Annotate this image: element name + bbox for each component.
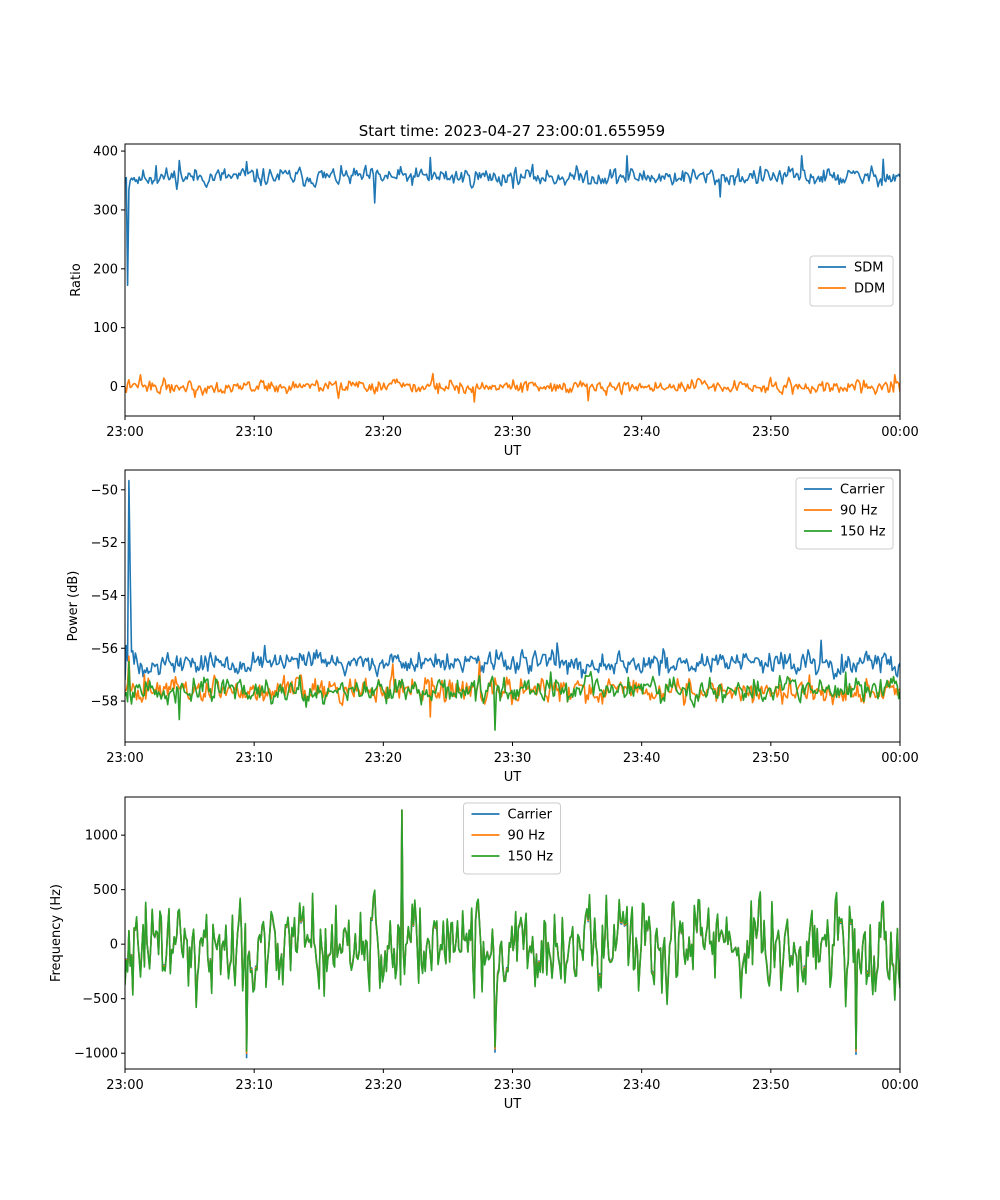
x-axis-label: UT (504, 770, 522, 785)
legend-label: 150 Hz (840, 525, 886, 540)
x-tick-label: 23:40 (623, 425, 660, 440)
legend-label: 90 Hz (508, 829, 545, 844)
series-line-ddm (125, 372, 900, 403)
x-tick-label: 23:30 (494, 425, 531, 440)
y-tick-label: 0 (110, 380, 118, 395)
y-tick-label: 100 (93, 321, 118, 336)
y-tick-label: −54 (91, 589, 118, 604)
x-tick-label: 23:50 (752, 425, 789, 440)
x-tick-label: 23:30 (494, 751, 531, 766)
y-tick-label: −52 (91, 536, 118, 551)
legend-label: SDM (854, 261, 883, 276)
x-tick-label: 23:10 (235, 1078, 272, 1093)
y-tick-label: 200 (93, 262, 118, 277)
x-tick-label: 23:00 (106, 425, 143, 440)
legend-label: 90 Hz (840, 504, 877, 519)
x-axis-label: UT (504, 444, 522, 459)
y-tick-label: −1000 (74, 1047, 118, 1062)
x-tick-label: 23:40 (623, 1078, 660, 1093)
y-axis-label: Frequency (Hz) (49, 884, 64, 982)
x-axis-label: UT (504, 1097, 522, 1112)
x-tick-label: 23:20 (365, 425, 402, 440)
legend: Carrier 90 Hz 150 Hz (463, 802, 561, 875)
legend-label: DDM (854, 282, 885, 297)
x-tick-label: 23:40 (623, 751, 660, 766)
x-tick-label: 23:30 (494, 1078, 531, 1093)
y-tick-label: 400 (93, 145, 118, 160)
y-tick-label: −500 (82, 992, 118, 1007)
x-tick-label: 23:20 (365, 751, 402, 766)
y-tick-label: −50 (91, 483, 118, 498)
x-tick-label: 23:00 (106, 751, 143, 766)
figure-title: Start time: 2023-04-27 23:00:01.655959 (359, 122, 665, 140)
x-tick-label: 23:20 (365, 1078, 402, 1093)
series-line-150-hz (125, 809, 900, 1052)
x-tick-label: 23:50 (752, 1078, 789, 1093)
y-tick-label: −56 (91, 642, 118, 657)
series-line-sdm (125, 155, 900, 287)
panel-2: 23:00 23:10 23:20 23:30 23:40 23:50 00:00 −58 −5… (66, 469, 919, 785)
panel-1: 23:00 23:10 23:20 23:30 23:40 23:50 00:00 0 100 2… (69, 143, 919, 459)
legend-label: 150 Hz (508, 850, 554, 865)
y-tick-label: 0 (110, 938, 118, 953)
legend-label: Carrier (508, 808, 553, 823)
x-tick-label: 00:00 (881, 1078, 918, 1093)
legend-label: Carrier (840, 483, 885, 498)
legend: SDM DDM (809, 255, 894, 307)
series-line-150-hz (125, 660, 900, 731)
y-tick-label: 500 (93, 883, 118, 898)
panel-3: 23:00 23:10 23:20 23:30 23:40 23:50 00:00 −1000… (49, 796, 919, 1112)
x-tick-label: 00:00 (881, 751, 918, 766)
y-axis-label: Power (dB) (66, 571, 81, 642)
series-line-carrier (125, 479, 900, 680)
x-tick-label: 23:50 (752, 751, 789, 766)
x-tick-label: 23:10 (235, 751, 272, 766)
legend: Carrier 90 Hz 150 Hz (795, 477, 894, 550)
x-tick-label: 00:00 (881, 425, 918, 440)
y-axis-label: Ratio (69, 263, 84, 296)
y-tick-label: −58 (91, 695, 118, 710)
y-tick-label: 300 (93, 203, 118, 218)
x-tick-label: 23:00 (106, 1078, 143, 1093)
y-tick-label: 1000 (85, 829, 118, 844)
x-tick-label: 23:10 (235, 425, 272, 440)
legend-box (809, 255, 894, 307)
